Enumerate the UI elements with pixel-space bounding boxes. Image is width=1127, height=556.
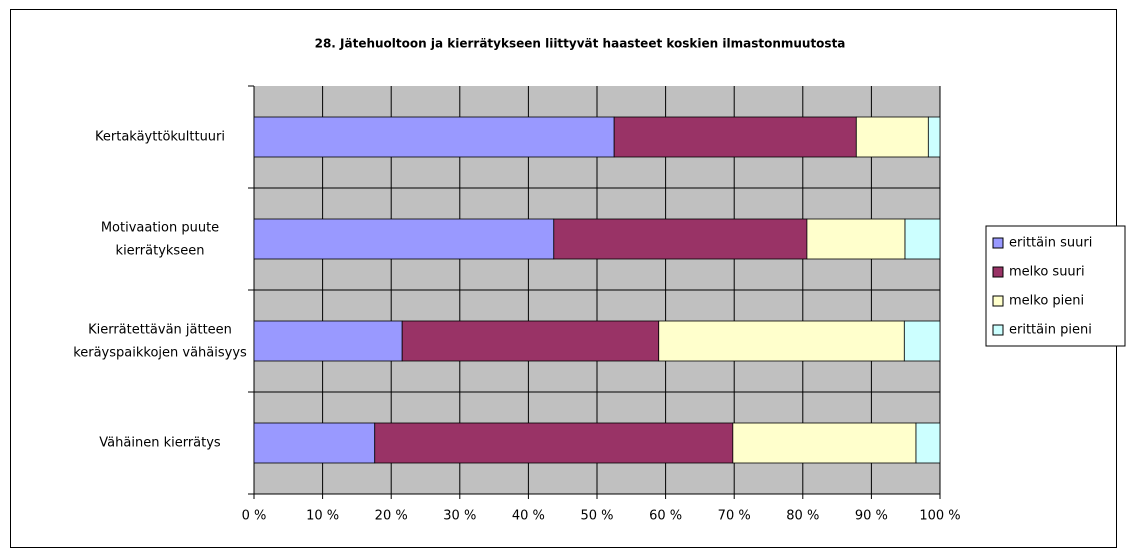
- x-tick-label: 100 %: [919, 509, 960, 524]
- bar-segment: [253, 422, 376, 464]
- bar-segment: [253, 320, 403, 362]
- legend-swatch: [992, 266, 1004, 278]
- legend-swatch: [992, 295, 1004, 307]
- x-tick-label: 20 %: [375, 509, 408, 524]
- bar-segment: [904, 218, 941, 260]
- bar-segment: [806, 218, 906, 260]
- bar-segment: [253, 218, 555, 260]
- legend-swatch: [992, 237, 1004, 249]
- x-tick-label: 70 %: [718, 509, 751, 524]
- bar-segment: [658, 320, 905, 362]
- legend-label: erittäin pieni: [1009, 323, 1092, 338]
- bar-segment: [613, 116, 857, 158]
- x-tick-label: 0 %: [242, 509, 267, 524]
- x-tick-label: 60 %: [649, 509, 682, 524]
- bar-segment: [253, 116, 615, 158]
- y-tick-label: Motivaation puute kierrätykseen: [101, 220, 219, 258]
- legend-label: melko suuri: [1009, 265, 1085, 280]
- bar-segment: [553, 218, 808, 260]
- legend-label: melko pieni: [1009, 294, 1084, 309]
- legend-label: erittäin suuri: [1009, 236, 1092, 251]
- bar-segment: [915, 422, 941, 464]
- chart-title: 28. Jätehuoltoon ja kierrätykseen liitty…: [315, 37, 846, 51]
- y-tick-label: Vähäinen kierrätys: [99, 436, 221, 451]
- x-tick-label: 10 %: [306, 509, 339, 524]
- x-tick-label: 50 %: [580, 509, 613, 524]
- bar-segment: [903, 320, 941, 362]
- x-tick-label: 30 %: [443, 509, 476, 524]
- y-tick-label: Kierrätettävän jätteen keräyspaikkojen vä…: [73, 322, 247, 360]
- bar-segment: [927, 116, 941, 158]
- bar-segment: [401, 320, 660, 362]
- legend-box: [985, 225, 1126, 347]
- x-tick-label: 80 %: [786, 509, 819, 524]
- bar-segment: [732, 422, 917, 464]
- legend-swatch: [992, 324, 1004, 336]
- bar-segment: [855, 116, 929, 158]
- bar-segment: [374, 422, 734, 464]
- x-tick-label: 40 %: [512, 509, 545, 524]
- x-tick-label: 90 %: [855, 509, 888, 524]
- y-tick-label: Kertakäyttökulttuuri: [95, 130, 225, 145]
